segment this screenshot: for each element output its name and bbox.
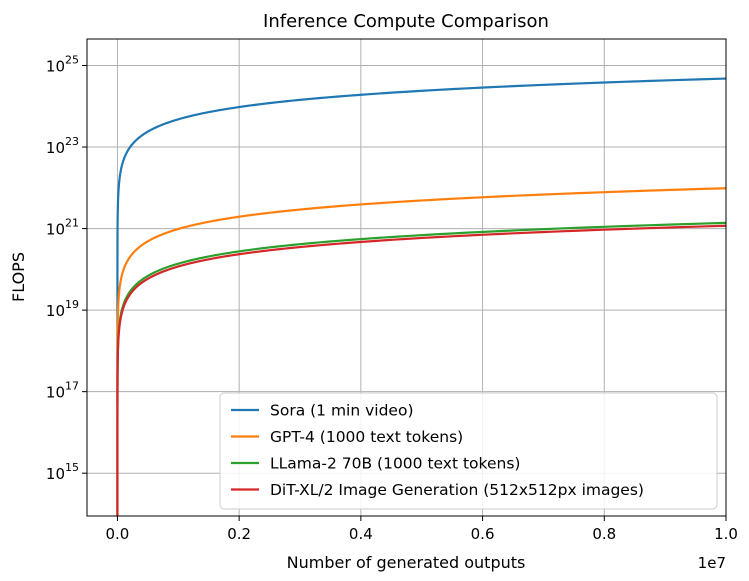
legend-label: LLama-2 70B (1000 text tokens): [270, 455, 520, 473]
x-offset-label: 1e7: [698, 554, 726, 572]
legend-box: [219, 392, 718, 510]
x-tick-label: 1.0: [714, 525, 738, 543]
chart-title: Inference Compute Comparison: [263, 11, 549, 32]
y-axis-label: FLOPS: [9, 252, 28, 302]
series-group: [116, 77, 726, 516]
y-tick-label: 1017: [46, 380, 79, 402]
x-tick-label: 0.8: [592, 525, 616, 543]
x-tick-label: 0.2: [227, 525, 251, 543]
plot-frame: [86, 38, 727, 517]
legend: Sora (1 min video) GPT-4 (1000 text token…: [219, 392, 718, 510]
legend-label: GPT-4 (1000 text tokens): [270, 428, 463, 446]
y-tick-label: 1023: [46, 135, 79, 157]
legend-label: DiT-XL/2 Image Generation (512x512px ima…: [270, 481, 644, 499]
y-tick-label: 1019: [46, 298, 79, 320]
y-tick-label: 1021: [46, 217, 79, 239]
legend-label: Sora (1 min video): [270, 402, 414, 420]
x-tick-layer: 0.0 0.2 0.4 0.6 0.8 1.0: [105, 516, 738, 543]
x-axis-label: Number of generated outputs: [287, 553, 526, 572]
y-tick-layer: 1015 1017 1019 1021 1023 1025: [46, 54, 87, 483]
y-tick-label: 1015: [46, 461, 79, 483]
x-tick-label: 0.4: [349, 525, 373, 543]
x-tick-label: 0.0: [105, 525, 129, 543]
y-tick-label: 1025: [46, 54, 79, 76]
series-line-3: [116, 224, 726, 516]
series-layer: [116, 77, 726, 516]
x-tick-label: 0.6: [471, 525, 495, 543]
